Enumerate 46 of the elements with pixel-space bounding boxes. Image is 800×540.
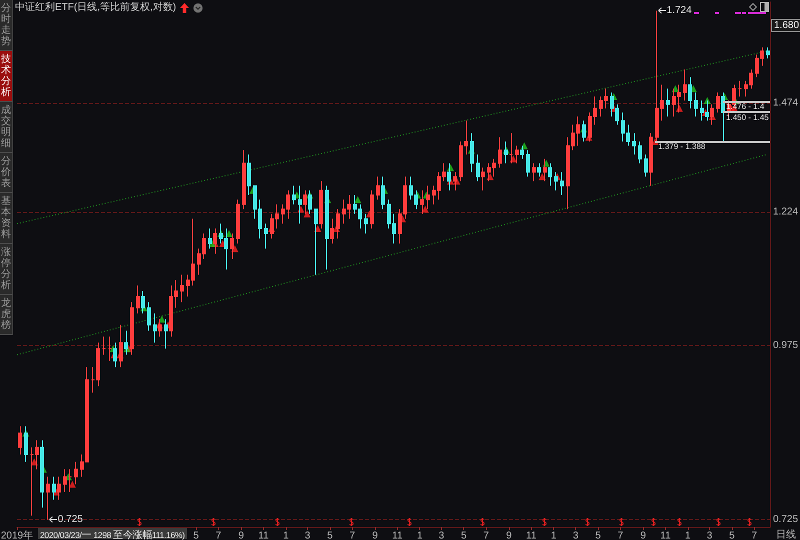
- annotation: 1.680: [771, 19, 800, 32]
- y-tick-label: 1.474: [773, 97, 798, 108]
- y-tick-label: 1.224: [773, 206, 798, 218]
- annotation: 1.379 - 1.388: [658, 142, 706, 152]
- x-tick-label: 7: [483, 530, 490, 540]
- y-tick-label: 0.725: [773, 514, 798, 526]
- x-tick-label: 7: [349, 530, 356, 540]
- text: 涨停分析: [0, 244, 13, 295]
- x-axis-title: 日线: [776, 528, 796, 540]
- x-tick-label: 7: [751, 530, 758, 540]
- text: 2020/03/23/一 1298 至今涨幅111.16%): [40, 530, 185, 540]
- text: 基本资料: [0, 193, 13, 244]
- x-tick-label: 5: [460, 530, 467, 540]
- annotation: 0.725: [58, 514, 83, 526]
- text: 技术分析: [0, 51, 13, 102]
- x-tick-label: 5: [595, 530, 602, 540]
- text: 龙虎榜: [0, 295, 13, 335]
- x-tick-label: 2019年: [0, 530, 34, 540]
- x-tick-label: 7: [216, 530, 222, 540]
- x-tick-label: 5: [327, 530, 334, 540]
- annotation: 1.450 - 1.45: [726, 112, 769, 122]
- x-tick-label: 11: [526, 530, 537, 540]
- text: 分价表: [0, 153, 13, 193]
- x-tick-label: 11: [258, 530, 270, 540]
- x-tick-label: 9: [640, 530, 646, 540]
- x-tick-label: 1: [416, 530, 423, 540]
- x-tick-label: 3: [438, 530, 445, 540]
- x-tick-label: 3: [572, 530, 579, 540]
- x-tick-label: 9: [238, 530, 244, 540]
- x-tick-label: 3: [304, 530, 311, 540]
- x-tick-label: 5: [729, 530, 736, 540]
- text: 分时走势: [0, 0, 13, 51]
- text: 成交明细: [0, 102, 13, 153]
- x-tick-label: 1: [283, 530, 290, 540]
- y-tick-label: 0.975: [773, 340, 798, 352]
- x-tick-label: 1: [685, 530, 692, 540]
- x-tick-label: 7: [618, 530, 624, 540]
- x-tick-label: 1: [550, 530, 557, 540]
- x-tick-label: 9: [506, 530, 512, 540]
- x-tick-label: 11: [392, 530, 403, 540]
- annotation: 1.724: [666, 4, 692, 17]
- x-tick-label: 5: [193, 530, 200, 540]
- x-tick-label: 9: [372, 530, 378, 540]
- x-tick-label: 3: [706, 530, 713, 540]
- x-tick-label: 11: [660, 530, 672, 540]
- chart-title: 中证红利ETF(日线,等比前复权,对数): [15, 2, 176, 14]
